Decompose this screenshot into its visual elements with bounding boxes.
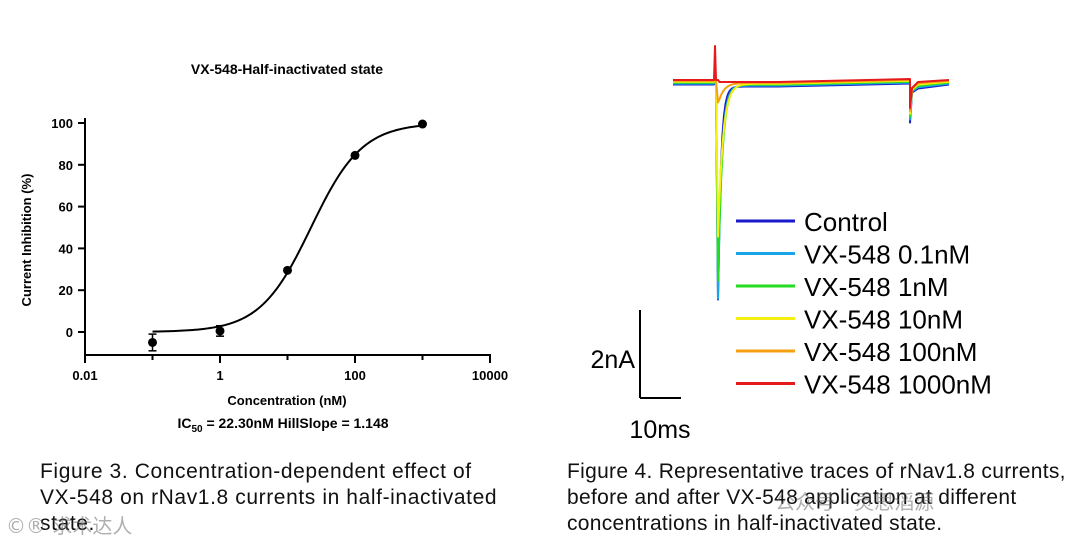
legend-label: VX-548 10nM: [804, 305, 963, 335]
y-tick-label: 60: [59, 200, 73, 215]
data-points: [148, 119, 427, 352]
y-tick-label: 20: [59, 283, 73, 298]
x-tick-label: 0.01: [72, 368, 97, 383]
y-tick-label: 100: [51, 116, 73, 131]
x-axis-label: Concentration (nM): [227, 393, 346, 408]
data-point: [148, 337, 157, 347]
legend-label: VX-548 1000nM: [804, 370, 992, 400]
legend-label: Control: [804, 207, 888, 237]
chart-axes: 0 20 40 60 80 100 0.01 1 100 10000: [51, 116, 508, 383]
y-tick-label: 40: [59, 241, 73, 256]
legend-label: VX-548 100nM: [804, 337, 977, 367]
figure-4-caption: Figure 4. Representative traces of rNav1…: [567, 460, 1066, 535]
watermark-left: ©® 求术达人: [6, 514, 133, 538]
scale-bar-y-label: 2nA: [591, 346, 636, 374]
scale-bar: 2nA 10ms: [591, 310, 691, 444]
watermark-right: 公众号 · 灵思滔源: [775, 490, 935, 514]
x-tick-label: 1: [216, 368, 223, 383]
ic50-annotation: IC50 = 22.30nM HillSlope = 1.148: [177, 415, 388, 435]
legend-label: VX-548 1nM: [804, 272, 949, 302]
y-tick-label: 80: [59, 158, 73, 173]
dose-response-chart: VX-548-Half-inactivated state 0 20 40 60 80 1…: [19, 61, 508, 435]
fit-curve: [152, 124, 423, 333]
chart-title: VX-548-Half-inactivated state: [191, 61, 383, 77]
data-point: [215, 326, 225, 336]
scale-bar-x-label: 10ms: [629, 416, 690, 444]
figure-3-caption: Figure 3. Concentration-dependent effect…: [40, 460, 498, 535]
y-tick-label: 0: [66, 325, 73, 340]
data-point: [418, 119, 427, 129]
y-axis-label: Current Inhibition (%): [19, 174, 34, 307]
legend-label: VX-548 0.1nM: [804, 240, 970, 270]
trace-line: [673, 45, 950, 109]
data-point: [283, 265, 292, 275]
hill-fit-line: [152, 124, 423, 333]
data-point: [350, 150, 360, 160]
trace-lines: [673, 45, 950, 301]
x-tick-label: 10000: [472, 368, 508, 383]
x-tick-label: 100: [344, 368, 366, 383]
